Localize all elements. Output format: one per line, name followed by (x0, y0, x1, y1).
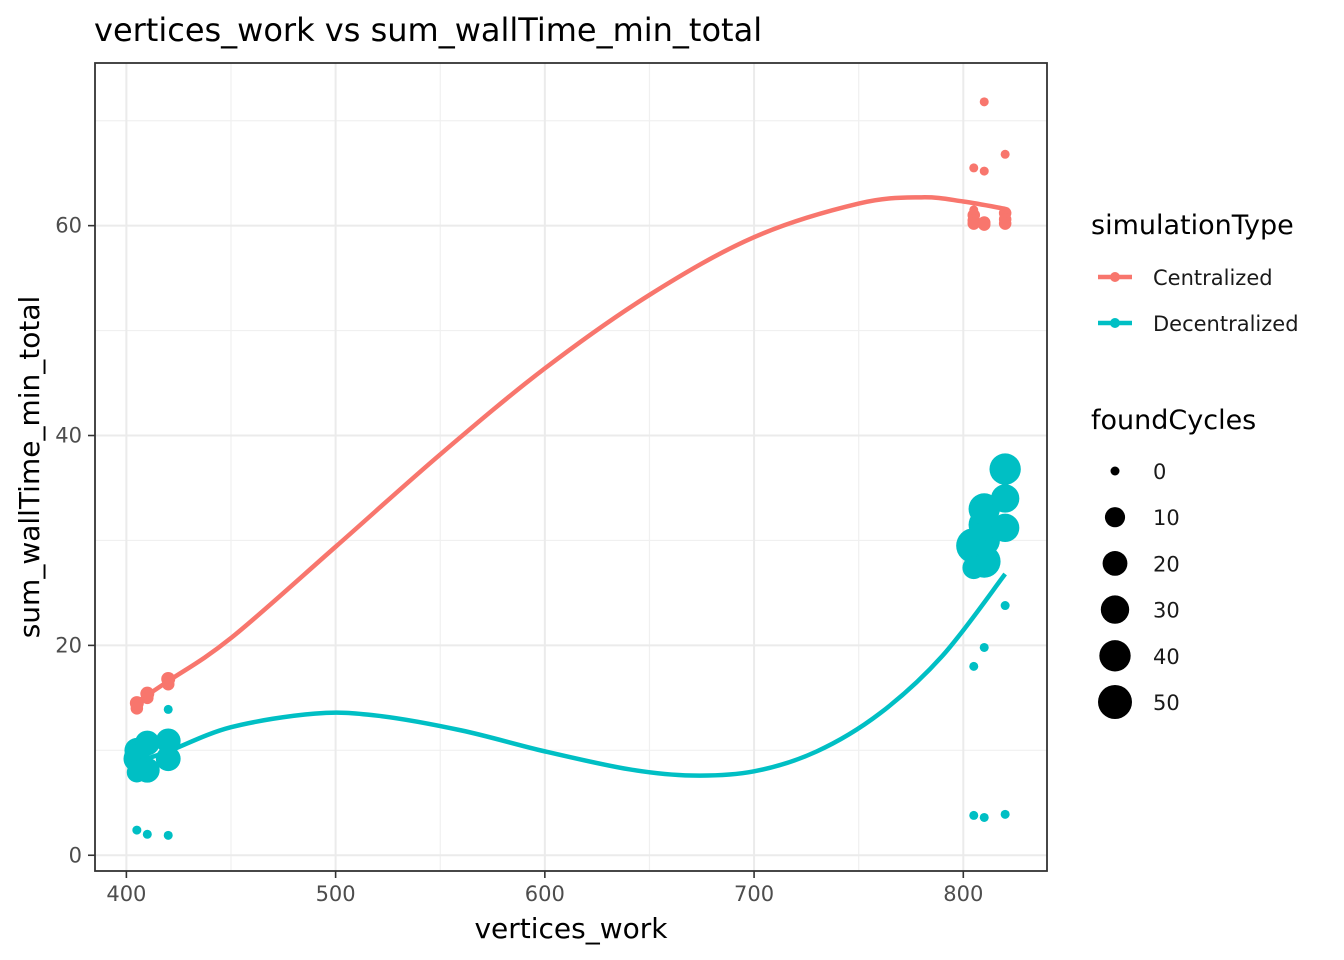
data-point (163, 704, 173, 714)
y-tick-label: 0 (69, 843, 82, 867)
color-legend: simulationType Centralized Decentralized (1091, 210, 1299, 336)
legend-label: Centralized (1153, 266, 1273, 290)
trend-line (136, 572, 1007, 778)
legend-key-point (1110, 272, 1120, 282)
size-legend-key (1104, 507, 1126, 528)
data-point (990, 484, 1020, 513)
data-point (1000, 601, 1010, 611)
size-legend: foundCycles 0 10 20 30 40 50 (1091, 405, 1256, 719)
y-axis-title: sum_wallTime_min_total (13, 296, 46, 639)
x-axis-title: vertices_work (474, 912, 668, 945)
x-tick-label: 800 (943, 882, 983, 906)
data-point (979, 166, 989, 176)
data-point (969, 810, 979, 820)
data-point (998, 217, 1012, 230)
legend-label: Decentralized (1153, 312, 1299, 336)
data-point (990, 513, 1020, 543)
size-legend-title: foundCycles (1091, 405, 1256, 436)
color-legend-title: simulationType (1091, 210, 1294, 241)
x-tick-label: 500 (316, 882, 356, 906)
data-point (142, 829, 152, 839)
data-point (1000, 809, 1010, 819)
size-legend-label: 20 (1153, 552, 1180, 576)
size-legend-label: 50 (1153, 691, 1180, 715)
data-point (979, 812, 989, 822)
size-legend-key (1098, 685, 1132, 719)
size-legend-label: 0 (1153, 460, 1166, 484)
chart-title: vertices_work vs sum_wallTime_min_total (94, 11, 762, 49)
legend-key-point (1110, 318, 1120, 328)
data-point (967, 217, 981, 230)
data-point (969, 205, 979, 215)
major-gridlines (95, 63, 1047, 871)
data-point (979, 642, 989, 652)
data-point (989, 453, 1021, 485)
data-point (977, 218, 991, 231)
data-point (962, 556, 986, 580)
data-point (1000, 149, 1010, 159)
trend-lines (135, 195, 1007, 778)
x-axis-ticks: 400 500 600 700 800 (106, 871, 983, 906)
data-point (969, 661, 979, 671)
minor-gridlines (95, 63, 1047, 871)
size-legend-label: 10 (1153, 506, 1180, 530)
data-point (163, 830, 173, 840)
data-points (123, 97, 1021, 840)
x-tick-label: 400 (106, 882, 146, 906)
trend-line (135, 195, 1006, 704)
size-legend-key (1102, 550, 1128, 576)
data-point (979, 97, 989, 107)
size-legend-key (1110, 466, 1120, 476)
data-point (969, 163, 979, 173)
x-tick-label: 600 (525, 882, 565, 906)
data-point (130, 702, 144, 715)
y-tick-label: 40 (55, 424, 82, 448)
data-point (126, 762, 147, 783)
size-legend-label: 40 (1153, 645, 1180, 669)
data-point (132, 825, 142, 835)
size-legend-key (1100, 595, 1130, 624)
panel-border (94, 62, 1048, 872)
x-tick-label: 700 (734, 882, 774, 906)
y-tick-label: 60 (55, 214, 82, 238)
y-tick-label: 20 (55, 633, 82, 657)
y-axis-ticks: 0 20 40 60 (55, 214, 95, 867)
size-legend-label: 30 (1153, 599, 1180, 623)
size-legend-key (1099, 640, 1131, 672)
data-point (134, 730, 160, 756)
